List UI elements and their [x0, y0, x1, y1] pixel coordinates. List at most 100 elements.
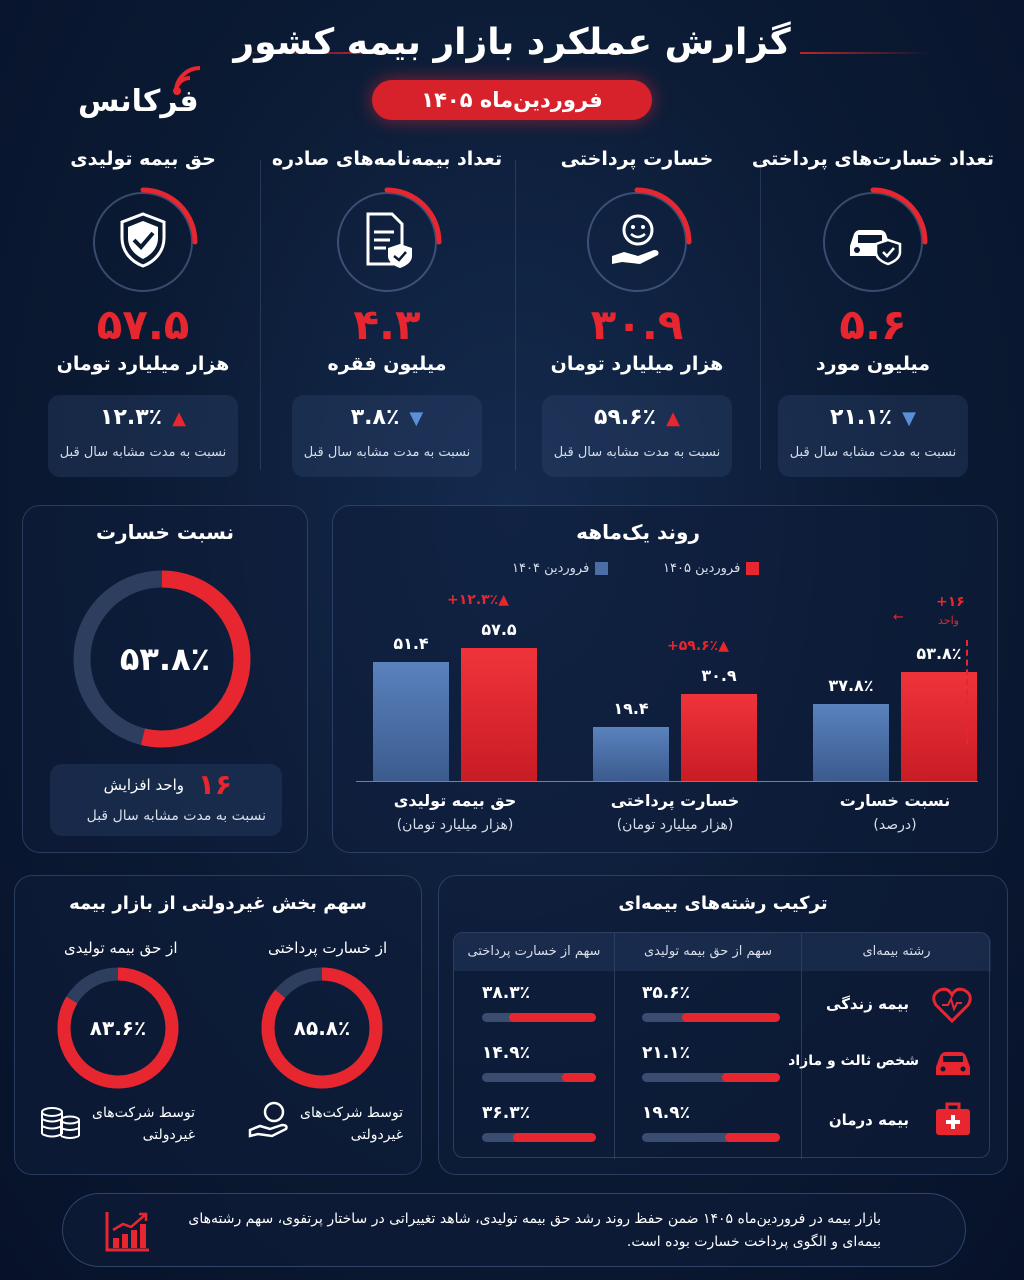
arrow-left-icon: ← [893, 610, 904, 625]
kpi-icon-ring [587, 192, 687, 292]
shield-check-icon [120, 212, 166, 268]
delta-annotation-line [966, 640, 968, 744]
donut-fill [73, 570, 251, 748]
kpi-title: حق بیمه تولیدی [70, 148, 216, 170]
row-name: بیمه زندگی [826, 995, 909, 1013]
page-title: گزارش عملکرد بازار بیمه کشور [233, 22, 791, 63]
up-triangle-icon: ▲ [172, 408, 186, 429]
loss-share-fill [513, 1133, 596, 1142]
category-unit-label: (هزار میلیارد تومان) [616, 817, 734, 833]
kpi-value: ۵.۶ [839, 300, 907, 349]
legend-prev: فروردین ۱۴۰۴ [512, 561, 609, 576]
composition-table: سهم از خسارت پرداختی سهم از حق بیمه تولی… [453, 932, 991, 1159]
kpi-unit: هزار میلیارد تومان [56, 353, 230, 375]
kpi-unit: میلیون فقره [327, 353, 447, 375]
bar-prev [593, 726, 669, 781]
up-triangle-icon: ▲ [666, 408, 680, 429]
bar-value-label: ۱۹.۴ [613, 698, 649, 718]
column-header-premium: سهم از حق بیمه تولیدی [615, 933, 801, 971]
growth-chart-icon [105, 1212, 149, 1252]
kpi-title: خسارت پرداختی [560, 148, 714, 170]
legend-prev-swatch [595, 562, 609, 575]
car-icon [936, 1052, 970, 1075]
category-label: خسارت پرداختی [610, 791, 740, 810]
brand-logo: فرکانس [78, 62, 218, 122]
hand-coin-icon [248, 1101, 288, 1138]
loss-ratio-value: ۵۳.۸٪ [119, 640, 211, 678]
kpi-title: تعداد خسارت‌های پرداختی [751, 148, 995, 170]
table-divider [614, 933, 615, 1159]
kpi-icon-ring [93, 192, 193, 292]
ring-title: از خسارت پرداختی [268, 939, 388, 957]
header-divider-right [800, 52, 930, 54]
share-title: سهم بخش غیردولتی از بازار بیمه [69, 893, 367, 914]
loss-share-fill [508, 1013, 596, 1022]
bar-value-label: ۳۷.۸٪ [828, 676, 874, 696]
kpi-icon-ring [337, 192, 437, 292]
coin-stack-icon [41, 1107, 80, 1139]
row-name: بیمه درمان [828, 1111, 909, 1129]
kpi-divider [260, 160, 261, 470]
kpi-note: نسبت به مدت مشابه سال قبل [303, 445, 471, 460]
legend-prev-label: فروردین ۱۴۰۴ [512, 561, 590, 576]
premium-share-fill [721, 1073, 780, 1082]
kpi-progress-arc [634, 187, 692, 245]
kpi-change-box: ۵۹.۶٪ ▲ نسبت به مدت مشابه سال قبل [542, 395, 732, 477]
ring-note: توسط شرکت‌های غیردولتی [300, 1102, 403, 1146]
loss-increase-note: نسبت به مدت مشابه سال قبل [86, 808, 266, 824]
heart-icon [932, 987, 972, 1023]
category-unit-label: (هزار میلیارد تومان) [396, 817, 514, 833]
premium-share-fill [681, 1013, 780, 1022]
kpi-change-box: ۲۱.۱٪ ▼ نسبت به مدت مشابه سال قبل [778, 395, 968, 477]
category-label: نسبت خسارت [839, 791, 951, 810]
ring-value: ۸۳.۶٪ [89, 1016, 147, 1040]
header-divider-left [230, 52, 380, 54]
medical-kit-icon [936, 1102, 970, 1135]
kpi-premium: حق بیمه تولیدی ۵۷.۵ هزار میلیارد تومان ۱… [18, 140, 268, 485]
logo-text: فرکانس [78, 84, 199, 119]
premium-share-value: ۲۱.۱٪ [642, 1043, 690, 1063]
composition-title: ترکیب رشته‌های بیمه‌ای [618, 893, 828, 914]
kpi-change-box: ۱۲.۳٪ ▲ نسبت به مدت مشابه سال قبل [48, 395, 238, 477]
kpi-claims-count: تعداد خسارت‌های پرداختی ۵.۶ میلیون مورد … [748, 140, 998, 485]
ring-note-line-1: توسط شرکت‌های [300, 1105, 404, 1121]
kpi-divider [515, 160, 516, 470]
kpi-title: تعداد بیمه‌نامه‌های صادره [271, 148, 503, 170]
loss-share-value: ۳۸.۳٪ [482, 983, 530, 1003]
kpi-note: نسبت به مدت مشابه سال قبل [553, 445, 721, 460]
car-shield-icon [850, 230, 902, 266]
bar-value-label: ۵۷.۵ [481, 620, 517, 639]
bar-prev [373, 662, 449, 781]
column-header-loss: سهم از خسارت پرداختی [454, 933, 614, 971]
legend-current-swatch [746, 562, 760, 575]
premium-share-donut [57, 967, 179, 1089]
premium-share-value: ۳۵.۶٪ [642, 983, 690, 1003]
ring-note-line-1: توسط شرکت‌های [92, 1105, 196, 1121]
kpi-progress-arc [384, 187, 442, 245]
loss-ratio-title: نسبت خسارت [95, 520, 235, 544]
kpi-divider [760, 160, 761, 470]
document-shield-icon [366, 212, 412, 268]
bar-delta-label: +۱۲.۳٪▲ [447, 592, 509, 608]
bar-value-label: ۵۳.۸٪ [916, 643, 962, 663]
kpi-progress-arc [870, 187, 928, 245]
kpi-icon-ring [823, 192, 923, 292]
delta-annotation-number: +۱۶ [936, 594, 965, 610]
kpi-note: نسبت به مدت مشابه سال قبل [59, 445, 227, 460]
ring-note-line-2: غیردولتی [350, 1127, 404, 1143]
bar-value-label: ۵۱.۴ [393, 634, 429, 654]
bar-prev [813, 704, 889, 781]
summary-footer: بازار بیمه در فروردین‌ماه ۱۴۰۵ ضمن حفظ ر… [62, 1193, 966, 1267]
legend-current-label: فروردین ۱۴۰۵ [663, 561, 741, 576]
loss-share-bar [482, 1013, 596, 1022]
kpi-value: ۵۷.۵ [96, 300, 190, 349]
loss-share-bar [482, 1073, 596, 1082]
loss-share-value: ۳۶.۳٪ [482, 1103, 530, 1123]
trend-title: روند یک‌ماهه [576, 520, 700, 544]
premium-share-value: ۱۹.۹٪ [642, 1103, 690, 1123]
down-triangle-icon: ▼ [902, 408, 916, 429]
hand-smile-icon [612, 214, 659, 264]
kpi-unit: هزار میلیارد تومان [550, 353, 724, 375]
bar-current [901, 671, 977, 781]
premium-share-bar [642, 1133, 780, 1142]
